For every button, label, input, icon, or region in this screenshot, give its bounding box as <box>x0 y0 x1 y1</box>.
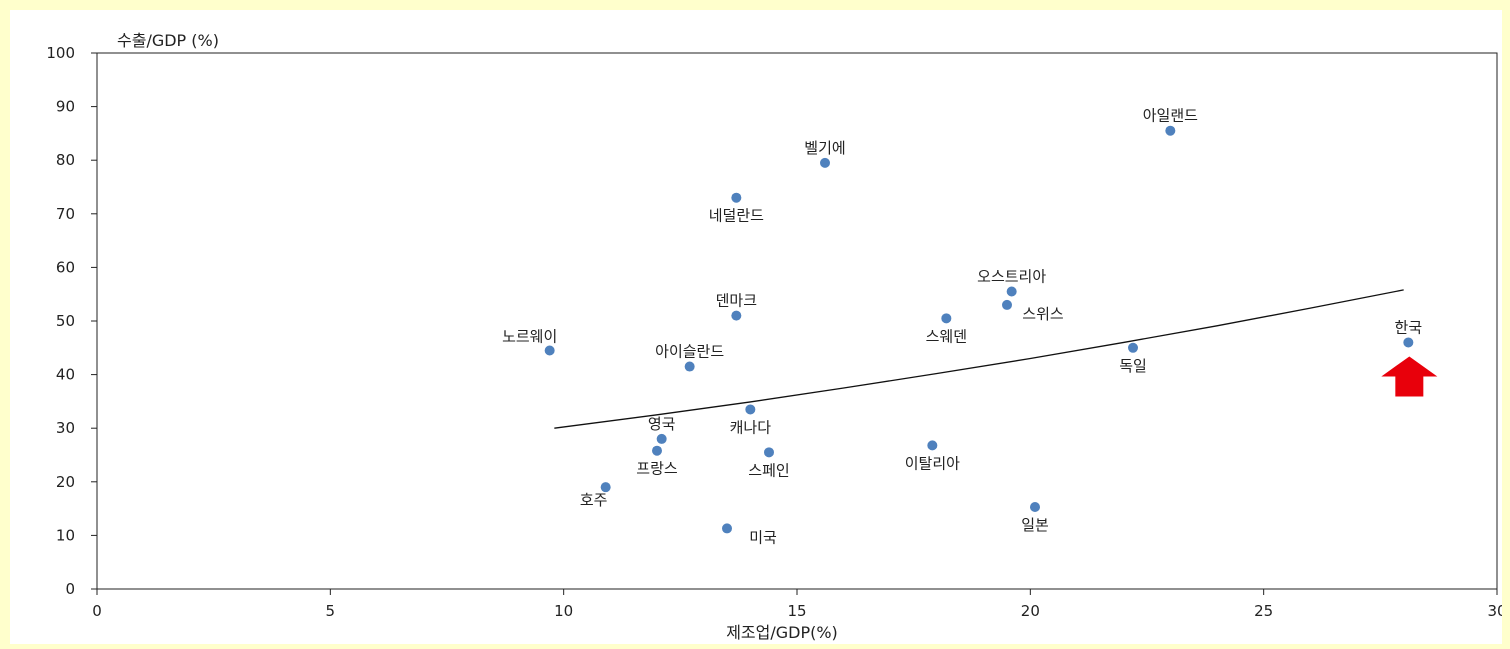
point-label-아일랜드: 아일랜드 <box>1143 107 1198 125</box>
point-label-프랑스: 프랑스 <box>636 460 678 478</box>
point-label-독일: 독일 <box>1119 357 1147 375</box>
point-독일 <box>1128 343 1138 353</box>
point-label-스웨덴: 스웨덴 <box>926 327 967 345</box>
point-스페인 <box>764 447 774 457</box>
x-tick-label-5: 5 <box>326 602 336 620</box>
point-label-영국: 영국 <box>648 415 676 433</box>
point-label-아이슬란드: 아이슬란드 <box>655 343 724 361</box>
point-label-한국: 한국 <box>1395 318 1423 336</box>
y-tick-label-80: 80 <box>56 151 75 169</box>
point-덴마크 <box>731 311 741 321</box>
point-label-이탈리아: 이탈리아 <box>905 454 960 472</box>
point-일본 <box>1030 502 1040 512</box>
y-tick-label-50: 50 <box>56 312 75 330</box>
point-label-미국: 미국 <box>749 528 777 546</box>
red-up-arrow-icon <box>1381 356 1437 396</box>
chart-frame: 수출/GDP (%) 제조업/GDP(%) 0 10 20 30 40 50 60 70 80 9… <box>10 10 1502 644</box>
point-스웨덴 <box>941 313 951 323</box>
point-아이슬란드 <box>685 362 695 372</box>
point-label-덴마크: 덴마크 <box>716 292 757 310</box>
point-이탈리아 <box>927 440 937 450</box>
point-네덜란드 <box>731 193 741 203</box>
point-label-캐나다: 캐나다 <box>730 418 772 436</box>
point-한국 <box>1403 337 1413 347</box>
x-tick-label-15: 15 <box>787 602 806 620</box>
y-tick-label-10: 10 <box>56 526 75 544</box>
point-미국 <box>722 523 732 533</box>
point-label-일본: 일본 <box>1021 516 1049 534</box>
point-label-네덜란드: 네덜란드 <box>709 207 764 225</box>
y-tick-label-90: 90 <box>56 98 75 116</box>
x-tick-label-10: 10 <box>554 602 573 620</box>
x-axis-title: 제조업/GDP(%) <box>726 623 838 642</box>
point-캐나다 <box>745 404 755 414</box>
point-프랑스 <box>652 446 662 456</box>
point-아일랜드 <box>1165 126 1175 136</box>
y-tick-label-40: 40 <box>56 366 75 384</box>
point-영국 <box>657 434 667 444</box>
x-tick-label-30: 30 <box>1487 602 1502 620</box>
x-tick-label-25: 25 <box>1254 602 1273 620</box>
x-tick-label-20: 20 <box>1021 602 1040 620</box>
point-label-호주: 호주 <box>580 491 608 509</box>
plot-frame <box>97 53 1497 589</box>
point-벨기에 <box>820 158 830 168</box>
point-label-스페인: 스페인 <box>748 461 789 479</box>
y-tick-label-70: 70 <box>56 205 75 223</box>
point-label-벨기에: 벨기에 <box>804 139 845 157</box>
point-label-노르웨이: 노르웨이 <box>502 327 557 345</box>
y-tick-label-60: 60 <box>56 258 75 276</box>
point-노르웨이 <box>545 345 555 355</box>
point-스위스 <box>1002 300 1012 310</box>
point-label-오스트리아: 오스트리아 <box>977 268 1046 286</box>
scatter-chart: 수출/GDP (%) 제조업/GDP(%) 010203040506070809… <box>10 10 1502 644</box>
y-tick-label-100: 100 <box>46 44 75 62</box>
y-tick-label-30: 30 <box>56 419 75 437</box>
y-axis-title: 수출/GDP (%) <box>117 31 219 50</box>
x-tick-label-0: 0 <box>92 602 102 620</box>
point-오스트리아 <box>1007 287 1017 297</box>
y-tick-label-20: 20 <box>56 473 75 491</box>
highlight-marker-group <box>1381 356 1437 396</box>
y-tick-label-0: 0 <box>65 580 75 598</box>
point-label-스위스: 스위스 <box>1022 305 1064 323</box>
